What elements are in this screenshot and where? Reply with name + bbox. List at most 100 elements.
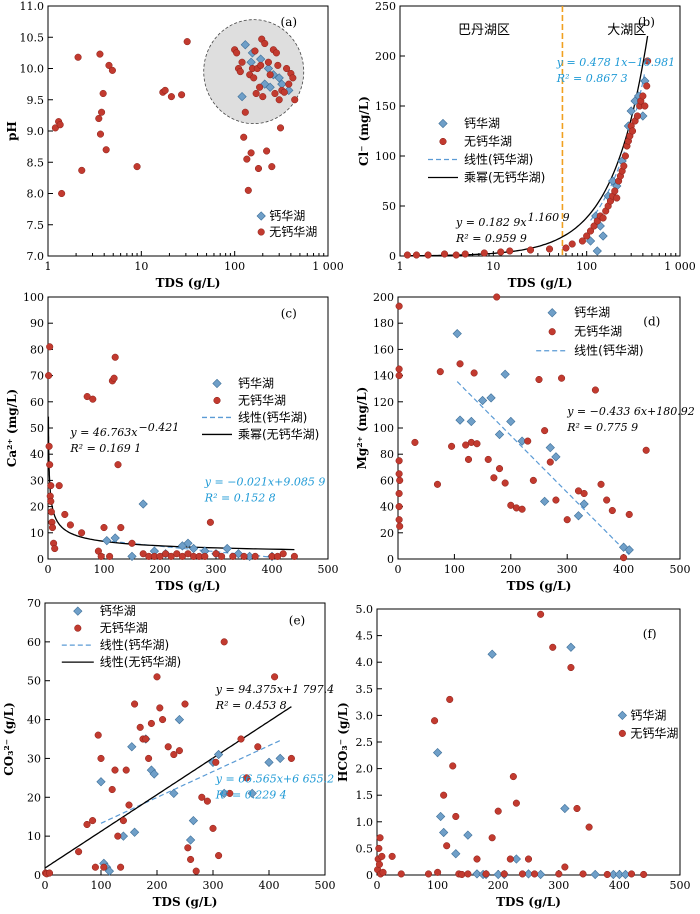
y-tick-label: 0 [389,250,396,263]
data-point [170,750,178,759]
data-point [396,476,404,484]
equation-exponent: 1.160 9 [528,211,570,224]
data-point [263,147,271,155]
x-tick-label: 400 [613,563,634,576]
data-point [78,166,86,174]
data-point [237,735,245,743]
data-point [395,470,403,478]
equation-text: y = −0.433 6x+180.92 [566,405,695,418]
data-point [449,762,457,770]
x-tick-label: 0 [374,879,381,892]
data-point [252,89,260,98]
data-point [396,522,404,530]
data-point [376,834,384,842]
data-point [102,536,112,546]
y-tick-label: 140 [373,370,394,383]
data-point [237,92,247,102]
data-point [138,499,148,509]
legend-marker-calcrete [438,118,448,129]
x-tick-label: 10 [134,260,148,273]
data-point [545,443,555,453]
data-point [488,834,496,842]
data-point [243,774,251,782]
y-tick-label: 2.5 [356,736,374,749]
data-point [639,92,647,100]
y-tick-label: 200 [373,291,394,304]
panel-e: 0 100 200 300 400 500 0 10 20 30 40 50 60 70 TDS (g/L)… [2,597,336,909]
data-point [458,870,466,879]
data-point [598,231,608,241]
x-tick-label: 200 [147,879,168,892]
data-point [472,869,482,879]
data-point [192,867,200,875]
data-point [95,114,103,123]
data-point [283,64,291,73]
legend-marker-calcrete [547,308,557,318]
data-point [568,240,576,248]
data-point [97,754,105,762]
data-point [545,245,554,253]
data-point [256,83,264,91]
y-tick-label: 9.0 [27,125,45,138]
series-noncalcrete [374,610,648,879]
y-tick-label: 1.0 [356,816,374,829]
data-point [106,552,114,560]
data-point [55,482,63,490]
data-point [535,375,543,384]
legend-marker-calcrete [73,606,83,616]
y-tick-label: 0 [37,553,44,566]
data-point [203,797,211,805]
y-tick-label: 80 [380,448,394,461]
y-tick-label: 70 [27,597,41,610]
data-point [379,868,387,876]
data-point [254,164,263,173]
data-point [509,773,517,781]
data-point [531,870,539,878]
x-tick-label: 400 [609,879,630,892]
data-point [129,827,140,837]
data-point [599,214,607,222]
y-tick-label: 180 [373,317,394,330]
fit-equation: y = 0.478 1x−16.981 R² = 0.867 3 [556,56,675,85]
data-point [188,815,199,826]
data-point [174,714,185,725]
r-squared-text: R² = 0.453 8 [215,699,287,712]
data-point [395,516,403,524]
data-point [89,395,97,403]
data-point [287,754,295,762]
data-point [486,393,496,403]
series-calcrete [452,329,634,555]
data-point [264,757,274,767]
data-point [549,643,557,651]
data-point [181,700,189,708]
x-axis-label: TDS (g/L) [156,579,221,593]
legend-label: 无钙华湖 [630,725,678,740]
data-point [452,329,462,339]
data-point [611,187,619,195]
region-label-badanhu: 巴丹湖区 [458,23,510,38]
data-point [470,369,478,377]
x-tick-label: 300 [206,563,227,576]
data-point [473,440,481,448]
data-point [247,149,255,157]
data-point [268,163,276,171]
data-point [487,649,497,659]
legend-label: 乘幂(无钙华湖) [464,170,545,185]
y-tick-label: 250 [375,0,396,13]
y-tick-label: 0 [387,553,394,566]
data-point [524,855,533,863]
data-point [274,61,282,69]
legend-marker-calcrete [617,710,627,721]
r-squared-text: R² = 0.775 9 [566,421,638,434]
x-tick-label: 100 [444,563,465,576]
data-point [251,552,259,560]
data-point [482,870,490,878]
data-point [274,73,284,83]
data-point [452,251,460,259]
x-tick-label: 0 [45,563,52,576]
y-axis-label: Mg²⁺ (mg/L) [355,387,369,470]
x-tick-label: 300 [557,563,578,576]
plot-frame [376,608,681,876]
data-point [136,723,144,731]
